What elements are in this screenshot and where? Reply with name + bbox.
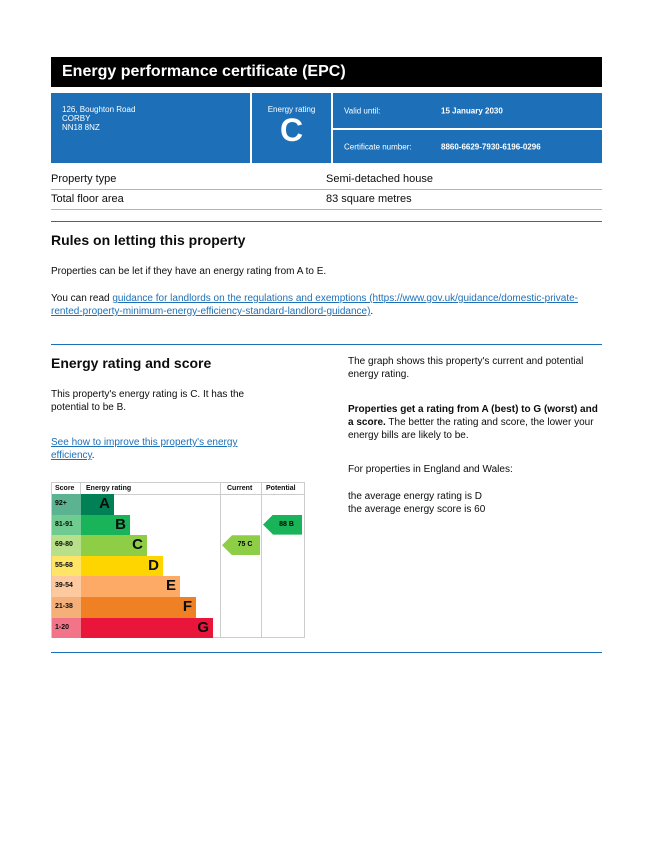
certificate-panel: Certificate number: 8860-6629-7930-6196-… <box>333 130 602 163</box>
rating-explanation: Properties get a rating from A (best) to… <box>348 403 602 442</box>
guidance-link[interactable]: guidance for landlords on the regulation… <box>51 293 578 317</box>
certificate-value: 8860-6629-7930-6196-0296 <box>441 142 541 151</box>
band-score-G: 1-20 <box>52 617 81 639</box>
band-bar-E: E <box>81 576 180 597</box>
improve-text: See how to improve this property's energ… <box>51 436 276 462</box>
floor-area-row: Total floor area 83 square metres <box>51 189 602 210</box>
energy-rating-panel: Energy rating C <box>252 93 331 163</box>
header-potential: Potential <box>266 485 296 492</box>
divider <box>51 344 602 345</box>
energy-rating-label: Energy rating <box>267 105 316 114</box>
address-line: CORBY <box>62 114 91 123</box>
band-bar-A: A <box>81 494 114 515</box>
band-score-B: 81-91 <box>52 514 81 536</box>
text: The better the rating and score, the low… <box>348 417 594 441</box>
divider <box>220 483 221 638</box>
band-score-E: 39-54 <box>52 576 81 597</box>
address-line: 126, Boughton Road <box>62 105 136 114</box>
energy-rating-value: C <box>279 112 304 148</box>
rules-text: Properties can be let if they have an en… <box>51 266 327 277</box>
divider <box>51 221 602 222</box>
divider <box>51 652 602 653</box>
band-bar-G: G <box>81 617 213 639</box>
certificate-label: Certificate number: <box>344 142 412 151</box>
divider <box>52 494 305 495</box>
valid-until-label: Valid until: <box>344 106 381 115</box>
band-score-D: 55-68 <box>52 555 81 577</box>
energy-rating-chart: Score Energy rating Current Potential 92… <box>51 482 305 639</box>
row-label: Property type <box>51 173 117 185</box>
average-rating: the average energy rating is D <box>348 491 482 502</box>
band-bar-D: D <box>81 555 163 577</box>
property-type-row: Property type Semi-detached house <box>51 169 602 190</box>
band-score-A: 92+ <box>52 494 81 515</box>
valid-until-panel: Valid until: 15 January 2030 <box>333 93 602 128</box>
page-title: Energy performance certificate (EPC) <box>51 57 602 87</box>
row-label: Total floor area <box>51 193 124 205</box>
text: . <box>370 306 374 317</box>
region-text: For properties in England and Wales: <box>348 464 513 475</box>
score-heading: Energy rating and score <box>51 355 212 371</box>
row-value: Semi-detached house <box>326 173 434 185</box>
divider <box>261 483 262 638</box>
text: . <box>91 450 95 461</box>
band-bar-C: C <box>81 535 147 556</box>
average-score: the average energy score is 60 <box>348 504 486 515</box>
header-score: Score <box>55 485 75 492</box>
band-score-C: 69-80 <box>52 535 81 556</box>
rules-guidance: You can read guidance for landlords on t… <box>51 292 581 318</box>
graph-description: The graph shows this property's current … <box>348 356 584 380</box>
band-bar-B: B <box>81 514 130 536</box>
header-energy-rating: Energy rating <box>86 485 132 492</box>
address-line: NN18 8NZ <box>62 123 100 132</box>
address-panel: 126, Boughton Road CORBY NN18 8NZ <box>51 93 250 163</box>
potential-rating-arrow: 88 B <box>263 514 302 535</box>
valid-until-value: 15 January 2030 <box>441 106 503 115</box>
improve-link[interactable]: See how to improve this property's energ… <box>51 437 238 461</box>
rules-heading: Rules on letting this property <box>51 232 246 248</box>
row-value: 83 square metres <box>326 193 412 205</box>
header-current: Current <box>227 485 253 492</box>
bold-text: Properties get a rating from A (best) to… <box>348 404 598 428</box>
band-bar-F: F <box>81 597 196 618</box>
score-text: This property's energy rating is C. It h… <box>51 389 245 413</box>
text: You can read <box>51 293 113 304</box>
current-rating-arrow: 75 C <box>222 535 260 556</box>
band-score-F: 21-38 <box>52 597 81 618</box>
